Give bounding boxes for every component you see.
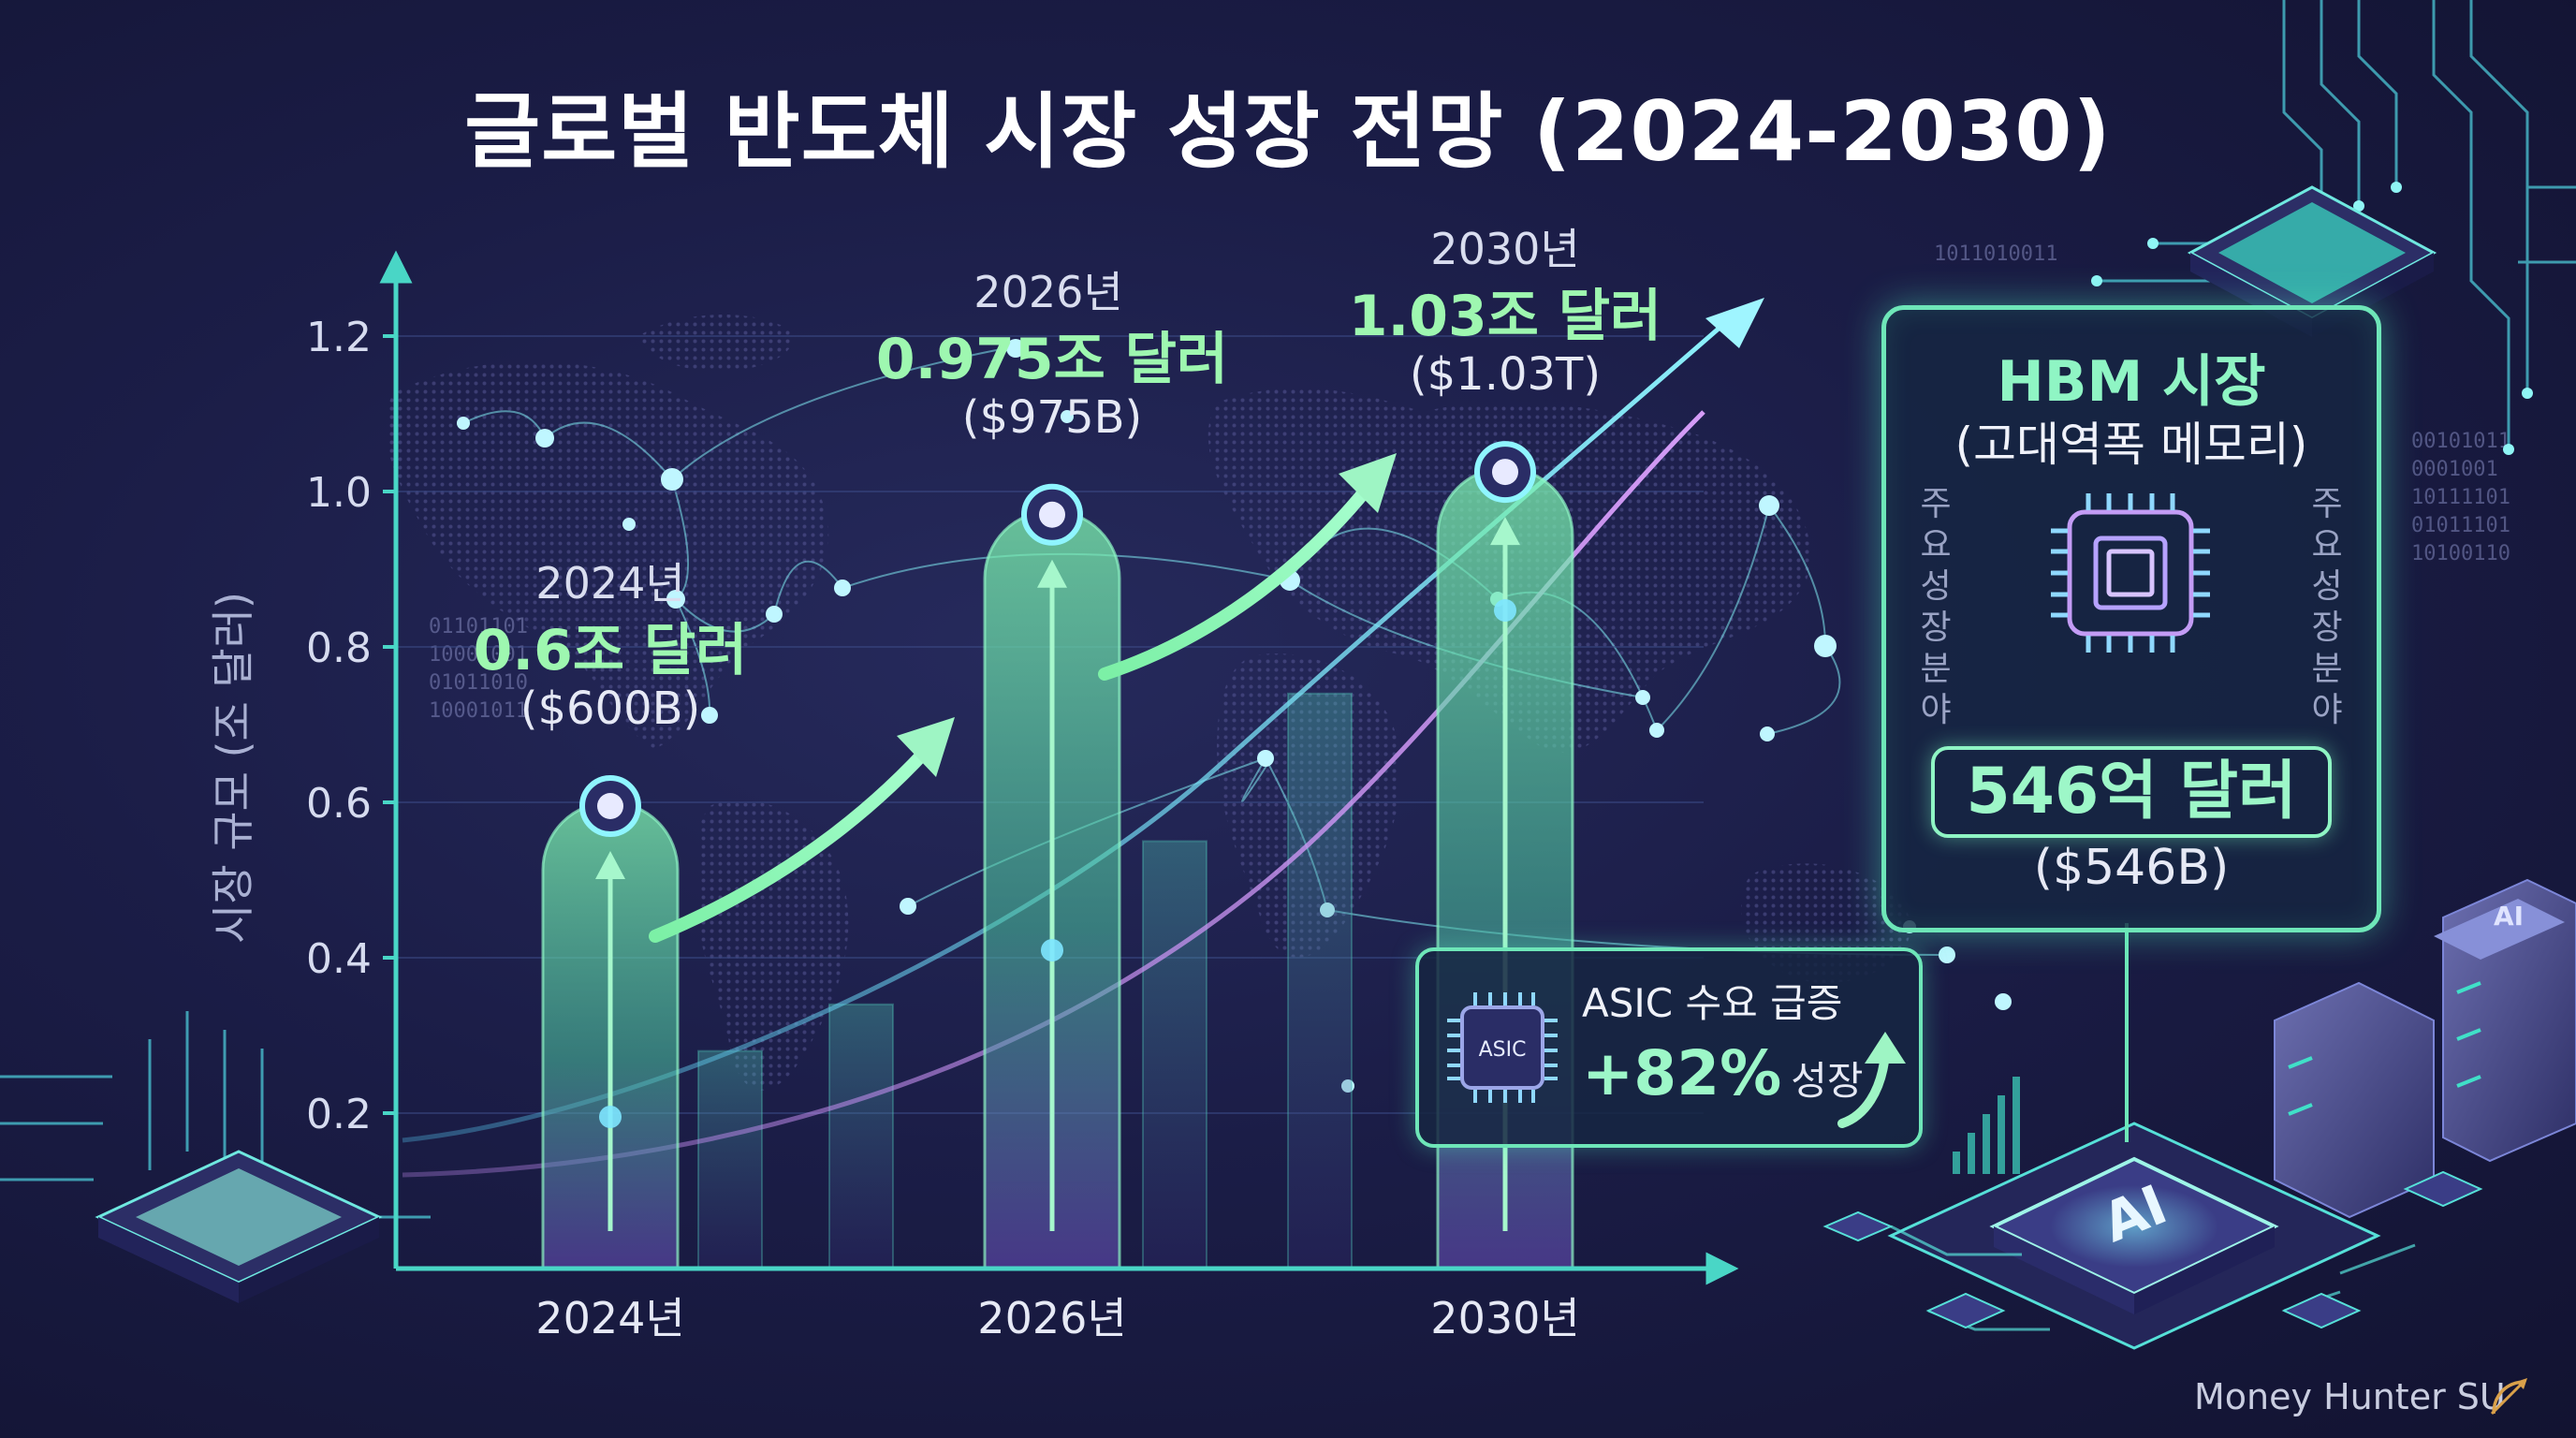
- y-tick-label: 0.4: [306, 935, 372, 983]
- page-title: 글로벌 반도체 시장 성장 전망 (2024-2030): [464, 83, 2112, 180]
- asic-growth-unit: 성장: [1791, 1058, 1864, 1104]
- background-bar: [1287, 692, 1353, 1269]
- data-label-year: 2030년: [1430, 224, 1579, 274]
- y-tick-label: 0.8: [306, 624, 372, 672]
- asic-callout: ASIC ASIC 수요 급증 +82% 성장: [1415, 947, 1923, 1148]
- bar-top-marker-dot: [597, 793, 623, 819]
- hbm-subtitle: (고대역폭 메모리): [1954, 418, 2308, 472]
- asic-heading: ASIC 수요 급증: [1582, 980, 1843, 1026]
- svg-text:10111101: 10111101: [2411, 486, 2510, 509]
- chip-illustration-left: [95, 1150, 383, 1303]
- data-label-usd: ($1.03T): [1410, 348, 1601, 401]
- bar-inner-arrow-head: [1037, 559, 1067, 588]
- server-label: AI: [2494, 901, 2524, 932]
- background-bar: [1142, 840, 1208, 1269]
- ai-platform: [1887, 1122, 2381, 1350]
- data-label-year: 2026년: [973, 267, 1122, 317]
- trend-point: [599, 1106, 622, 1128]
- hbm-value: 546억 달러: [1931, 746, 2332, 838]
- hbm-value-usd: ($546B): [2033, 840, 2230, 896]
- growth-arrows: [649, 453, 1397, 943]
- background-bars: [697, 692, 1353, 1270]
- data-label-usd: ($600B): [520, 682, 701, 735]
- hbm-title: HBM 시장: [1997, 349, 2266, 415]
- data-label-value: 0.975조 달러: [876, 327, 1228, 392]
- data-label-value: 1.03조 달러: [1349, 284, 1662, 349]
- background-bar: [697, 1049, 763, 1269]
- watermark: Money Hunter SU: [2194, 1376, 2506, 1417]
- asic-growth: +82% 성장: [1582, 1037, 1864, 1109]
- y-tick-labels: 0.2 0.4 0.6 0.8 1.0 1.2: [306, 314, 372, 1138]
- svg-text:01011101: 01011101: [2411, 514, 2510, 537]
- bar-top-marker-dot: [1492, 459, 1518, 486]
- svg-text:01101101: 01101101: [429, 615, 528, 638]
- asic-chip-label: ASIC: [1479, 1038, 1527, 1062]
- trend-point: [1494, 599, 1516, 622]
- network-nodes: [457, 339, 2012, 1093]
- y-tick-label: 1.0: [306, 469, 372, 517]
- server-racks: [2274, 878, 2576, 1219]
- growth-arrow-icon: [1837, 1032, 1906, 1128]
- y-tick-label: 0.2: [306, 1091, 372, 1138]
- x-tick-label: 2026년: [977, 1293, 1126, 1343]
- memory-chip-icon: [2051, 493, 2210, 653]
- x-tick-label: 2024년: [535, 1293, 684, 1343]
- svg-text:10001011: 10001011: [429, 699, 528, 723]
- svg-text:00101011: 00101011: [2411, 430, 2510, 453]
- data-label-year: 2024년: [535, 558, 684, 609]
- svg-text:10100110: 10100110: [2411, 542, 2510, 565]
- svg-text:0001001: 0001001: [2411, 458, 2498, 481]
- bar-inner-arrow-head: [595, 851, 625, 879]
- x-tick-labels: 2024년 2026년 2030년: [535, 1293, 1579, 1343]
- data-label-value: 0.6조 달러: [474, 618, 748, 683]
- bar-inner-arrow-head: [1490, 517, 1520, 546]
- axes: [379, 250, 1739, 1285]
- hbm-callout: HBM 시장 (고대역폭 메모리) 주요성장분야 주요성장분야 546억 달러 …: [1881, 305, 2381, 932]
- hbm-side-label-right: 주요성장분야: [2311, 485, 2343, 729]
- y-tick-label: 1.2: [306, 314, 372, 361]
- asic-chip-icon: ASIC: [1447, 992, 1558, 1103]
- data-label-usd: ($975B): [962, 391, 1143, 444]
- background-bar: [828, 1003, 894, 1270]
- x-tick-label: 2030년: [1430, 1293, 1579, 1343]
- data-labels: 2024년 0.6조 달러($600B) 2026년 0.975조 달러($975B)…: [474, 224, 1662, 735]
- trend-point: [1041, 939, 1063, 961]
- trend-arrow-head: [1705, 298, 1764, 348]
- svg-text:01011010: 01011010: [429, 671, 528, 695]
- bow-arrow-icon: [2490, 1378, 2527, 1416]
- bar-top-marker-dot: [1039, 501, 1065, 528]
- asic-growth-value: +82%: [1582, 1037, 1782, 1109]
- y-tick-label: 0.6: [306, 780, 372, 828]
- y-axis-label: 시장 규모 (조 달러): [208, 592, 258, 944]
- hbm-side-label-left: 주요성장분야: [1920, 485, 1952, 729]
- svg-text:1011010011: 1011010011: [1934, 242, 2057, 266]
